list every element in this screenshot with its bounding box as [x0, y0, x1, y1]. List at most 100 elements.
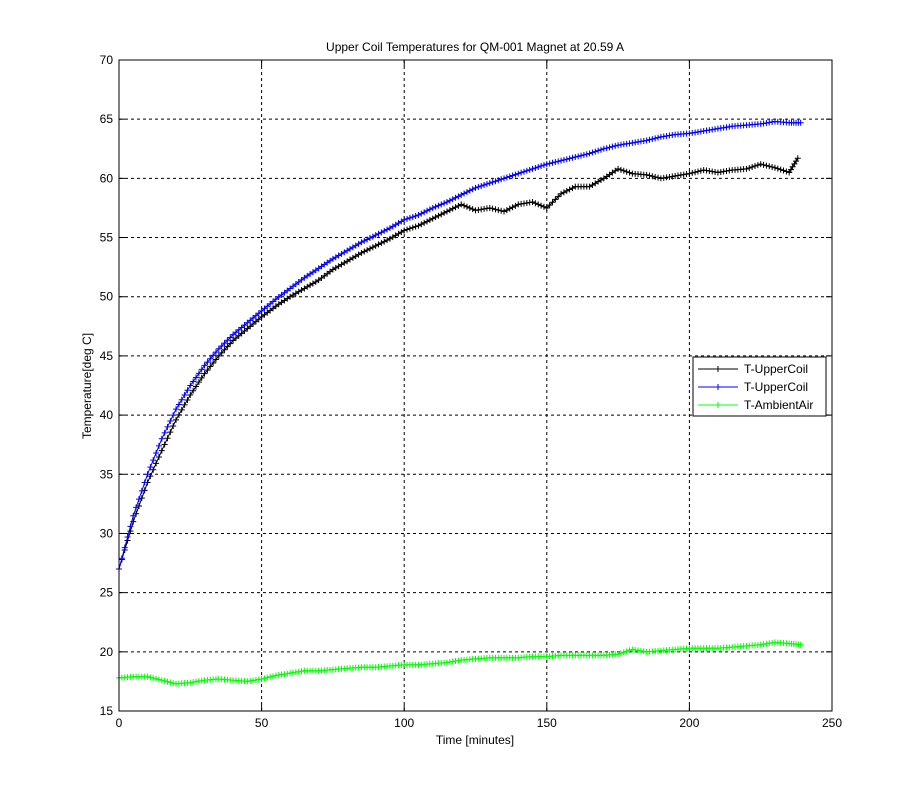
data-point — [155, 442, 162, 449]
data-point — [646, 136, 653, 143]
data-point — [130, 512, 137, 519]
data-point — [173, 416, 180, 423]
data-point — [167, 418, 174, 425]
data-point — [512, 202, 519, 209]
data-point — [461, 202, 468, 209]
data-point — [443, 208, 450, 215]
data-point — [210, 360, 217, 367]
data-point — [153, 449, 160, 456]
data-point — [221, 346, 228, 353]
data-point — [475, 183, 482, 190]
data-point — [697, 167, 704, 174]
data-point — [207, 363, 214, 370]
legend: T-UpperCoil T-UpperCoil T-AmbientAir — [692, 356, 827, 417]
data-point — [167, 679, 174, 686]
data-point — [170, 412, 177, 419]
data-point — [224, 337, 231, 344]
data-point — [563, 156, 570, 163]
data-point — [546, 202, 553, 209]
data-point — [121, 544, 128, 551]
data-point — [529, 165, 536, 172]
data-point — [495, 207, 502, 214]
data-point — [118, 555, 125, 562]
data-point — [523, 167, 530, 174]
data-point — [195, 379, 202, 386]
data-point — [190, 378, 197, 385]
data-point — [615, 651, 622, 658]
data-point — [543, 204, 550, 211]
data-point — [364, 236, 371, 243]
data-point — [127, 523, 134, 530]
data-point — [649, 173, 656, 180]
data-point — [170, 680, 177, 687]
data-point — [609, 143, 616, 150]
legend-item: T-AmbientAir — [698, 398, 813, 412]
data-point — [652, 135, 659, 142]
data-point — [369, 233, 376, 240]
data-point — [361, 237, 368, 244]
data-point — [358, 239, 365, 246]
data-point — [538, 202, 545, 209]
data-point — [509, 204, 516, 211]
series-2 — [116, 118, 804, 572]
data-point — [578, 152, 585, 159]
y-axis-label: Temperature[deg C] — [80, 333, 94, 439]
data-point — [498, 207, 505, 214]
data-point — [546, 160, 553, 167]
data-point — [563, 187, 570, 194]
data-point — [760, 161, 767, 168]
data-point — [509, 172, 516, 179]
data-point — [532, 200, 539, 207]
data-point — [749, 164, 756, 171]
data-point — [518, 169, 525, 176]
data-point — [780, 167, 787, 174]
data-point — [469, 206, 476, 213]
y-tick-label: 50 — [100, 290, 114, 304]
data-point — [569, 154, 576, 161]
legend-marker — [715, 366, 721, 372]
data-point — [224, 343, 231, 350]
data-point — [178, 396, 185, 403]
data-point — [600, 145, 607, 152]
data-point — [401, 216, 408, 223]
data-point — [198, 366, 205, 373]
data-point — [560, 189, 567, 196]
data-point — [406, 225, 413, 232]
data-point — [495, 177, 502, 184]
y-tick-label: 65 — [100, 112, 114, 126]
data-point — [592, 148, 599, 155]
y-tick-label: 30 — [100, 526, 114, 540]
y-tick-label: 15 — [100, 704, 114, 718]
series-3 — [116, 639, 804, 687]
data-point — [133, 504, 140, 511]
data-point — [689, 169, 696, 176]
data-point — [649, 136, 656, 143]
data-point — [195, 370, 202, 377]
data-point — [566, 155, 573, 162]
data-point — [643, 171, 650, 178]
data-point — [201, 370, 208, 377]
data-point — [187, 391, 194, 398]
data-point — [757, 161, 764, 168]
data-point — [404, 226, 411, 233]
data-point — [190, 387, 197, 394]
data-point — [486, 180, 493, 187]
data-point — [692, 169, 699, 176]
data-point — [492, 178, 499, 185]
data-point — [364, 247, 371, 254]
data-point — [623, 168, 630, 175]
data-point — [763, 162, 770, 169]
data-point — [446, 207, 453, 214]
data-point — [227, 340, 234, 347]
data-point — [415, 222, 422, 229]
data-point — [566, 186, 573, 193]
data-point — [384, 237, 391, 244]
data-point — [138, 487, 145, 494]
data-point — [144, 471, 151, 478]
data-point — [575, 153, 582, 160]
data-point — [181, 391, 188, 398]
data-point — [617, 166, 624, 173]
data-point — [361, 248, 368, 255]
data-point — [158, 447, 165, 454]
data-point — [270, 673, 277, 680]
